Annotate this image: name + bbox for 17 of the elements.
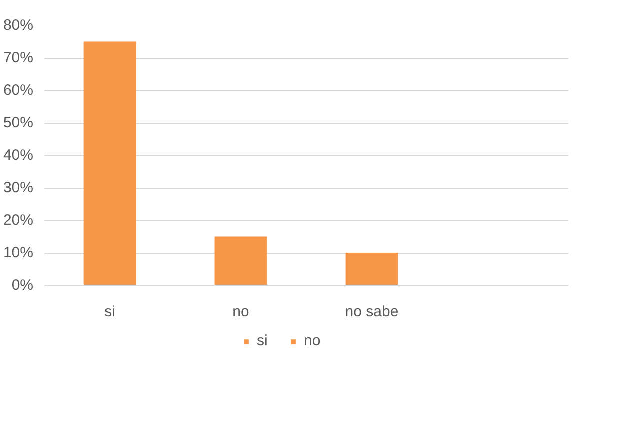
y-tick-label: 40% xyxy=(3,147,34,164)
y-tick-label: 20% xyxy=(3,212,34,229)
y-tick-label: 60% xyxy=(3,82,34,99)
bar xyxy=(346,253,398,286)
bar xyxy=(84,42,136,286)
y-tick-label: 30% xyxy=(3,180,34,196)
x-tick-label: no xyxy=(232,304,250,320)
legend-label: si xyxy=(256,332,269,350)
y-tick-label: 70% xyxy=(3,50,34,66)
x-tick-label: no sabe xyxy=(345,304,399,320)
y-tick-label: 50% xyxy=(3,114,34,132)
legend-label: no xyxy=(304,332,322,350)
y-tick-label: 10% xyxy=(3,244,34,262)
y-tick-label: 80% xyxy=(3,17,34,34)
y-tick-label: 0% xyxy=(12,277,34,294)
x-tick-label: si xyxy=(104,304,116,320)
bar xyxy=(214,236,268,286)
